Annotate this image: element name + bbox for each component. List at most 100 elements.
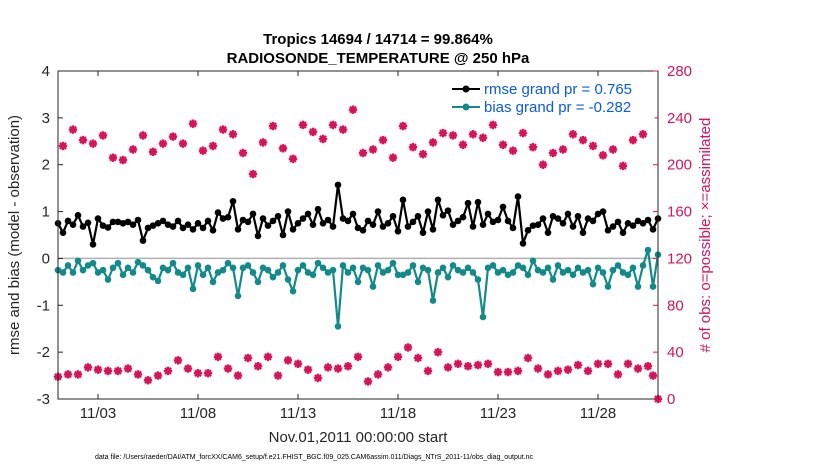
rmse-point bbox=[169, 223, 177, 230]
x-axis: 11/03 11/08 11/13 11/18 11/23 11/28 bbox=[80, 71, 616, 422]
rmse-point bbox=[79, 223, 87, 230]
obs-possible-marker bbox=[310, 129, 316, 135]
obs-possible-marker bbox=[435, 349, 441, 355]
obs-possible-marker bbox=[595, 361, 601, 367]
obs-assimilated-marker bbox=[303, 365, 313, 374]
obs-possible-marker bbox=[530, 144, 536, 150]
rmse-point bbox=[609, 223, 617, 230]
obs-assimilated-marker bbox=[623, 359, 633, 369]
right-tick-label: 280 bbox=[667, 63, 692, 80]
bias-point bbox=[279, 262, 287, 269]
rmse-point bbox=[339, 215, 347, 222]
rmse-point bbox=[244, 218, 252, 226]
bias-point bbox=[469, 269, 477, 276]
obs-possible-marker bbox=[400, 123, 406, 129]
obs-possible-marker bbox=[325, 364, 331, 370]
rmse-point bbox=[159, 217, 167, 225]
rmse-point bbox=[434, 196, 442, 204]
right-tick-label: 120 bbox=[667, 250, 692, 267]
rmse-point bbox=[579, 229, 587, 236]
obs-possible-marker bbox=[90, 141, 96, 147]
obs-assimilated-marker bbox=[333, 364, 343, 373]
rmse-point bbox=[349, 210, 357, 218]
obs-possible-marker bbox=[450, 132, 456, 139]
rmse-point bbox=[59, 229, 67, 236]
obs-assimilated-marker bbox=[618, 161, 628, 171]
bias-point bbox=[379, 269, 387, 276]
obs-assimilated-marker bbox=[423, 366, 433, 376]
right-tick-label: 0 bbox=[667, 391, 675, 408]
obs-assimilated-marker bbox=[378, 135, 388, 145]
bias-point bbox=[184, 264, 192, 272]
bias-point bbox=[454, 266, 462, 274]
obs-possible-marker bbox=[650, 372, 656, 379]
left-tick-label: 2 bbox=[42, 157, 50, 174]
obs-assimilated-marker bbox=[478, 133, 488, 142]
bias-point bbox=[569, 271, 577, 279]
rmse-point bbox=[649, 226, 657, 233]
obs-assimilated-marker bbox=[473, 360, 483, 370]
bias-point bbox=[119, 271, 127, 279]
obs-possible-marker bbox=[640, 131, 646, 137]
rmse-point bbox=[109, 218, 117, 226]
bias-point bbox=[244, 262, 252, 269]
rmse-point bbox=[474, 198, 482, 206]
obs-possible-marker bbox=[465, 363, 471, 369]
rmse-point bbox=[309, 221, 317, 228]
bias-point bbox=[284, 276, 292, 283]
obs-possible-marker bbox=[295, 361, 301, 367]
bias-point bbox=[534, 266, 542, 274]
obs-assimilated-marker bbox=[603, 359, 613, 369]
bias-point bbox=[449, 262, 457, 269]
bias-point bbox=[164, 266, 172, 274]
obs-assimilated-marker bbox=[648, 371, 658, 380]
bias-point bbox=[254, 278, 262, 286]
rmse-point bbox=[184, 221, 192, 228]
obs-assimilated-marker bbox=[533, 364, 543, 373]
rmse-point bbox=[274, 212, 282, 220]
bias-point bbox=[124, 264, 132, 272]
rmse-point bbox=[299, 215, 307, 222]
obs-assimilated-marker bbox=[363, 377, 373, 386]
obs-possible-marker bbox=[430, 139, 436, 146]
rmse-point bbox=[429, 226, 437, 233]
bias-point bbox=[219, 266, 227, 274]
obs-possible-marker bbox=[100, 132, 106, 139]
obs-possible-marker bbox=[240, 150, 246, 156]
obs-assimilated-marker bbox=[643, 362, 653, 371]
obs-possible-marker bbox=[305, 367, 311, 373]
obs-assimilated-marker bbox=[408, 142, 418, 152]
obs-possible-marker bbox=[645, 363, 651, 369]
bias-point bbox=[499, 266, 507, 274]
obs-possible-marker bbox=[260, 139, 266, 146]
obs-possible-marker bbox=[585, 368, 591, 374]
rmse-point bbox=[559, 219, 567, 227]
bias-point bbox=[639, 262, 647, 269]
rmse-point bbox=[584, 215, 592, 222]
rmse-point bbox=[99, 222, 107, 229]
right-tick-label: 40 bbox=[667, 344, 684, 361]
obs-possible-marker bbox=[570, 131, 576, 137]
bias-point bbox=[484, 264, 492, 272]
obs-assimilated-marker bbox=[188, 119, 198, 128]
rmse-point bbox=[209, 227, 217, 234]
obs-possible-marker bbox=[340, 126, 346, 133]
obs-possible-marker bbox=[540, 162, 546, 168]
bias-point bbox=[249, 269, 257, 276]
obs-possible-marker bbox=[445, 364, 451, 370]
rmse-point bbox=[534, 221, 542, 228]
obs-assimilated-marker bbox=[338, 125, 348, 134]
rmse-point bbox=[69, 221, 77, 228]
obs-assimilated-marker bbox=[133, 370, 143, 379]
obs-assimilated-marker bbox=[493, 367, 503, 377]
obs-possible-marker bbox=[70, 126, 76, 133]
obs-assimilated-marker bbox=[443, 363, 453, 372]
obs-possible-marker bbox=[270, 123, 276, 129]
obs-possible-marker bbox=[245, 355, 251, 361]
bias-point bbox=[604, 283, 612, 290]
obs-assimilated-marker bbox=[213, 352, 223, 362]
obs-possible-marker bbox=[190, 121, 196, 127]
obs-assimilated-marker bbox=[483, 359, 493, 369]
chart-subtitle: RADIOSONDE_TEMPERATURE @ 250 hPa bbox=[227, 50, 530, 67]
obs-assimilated-marker bbox=[518, 128, 528, 138]
